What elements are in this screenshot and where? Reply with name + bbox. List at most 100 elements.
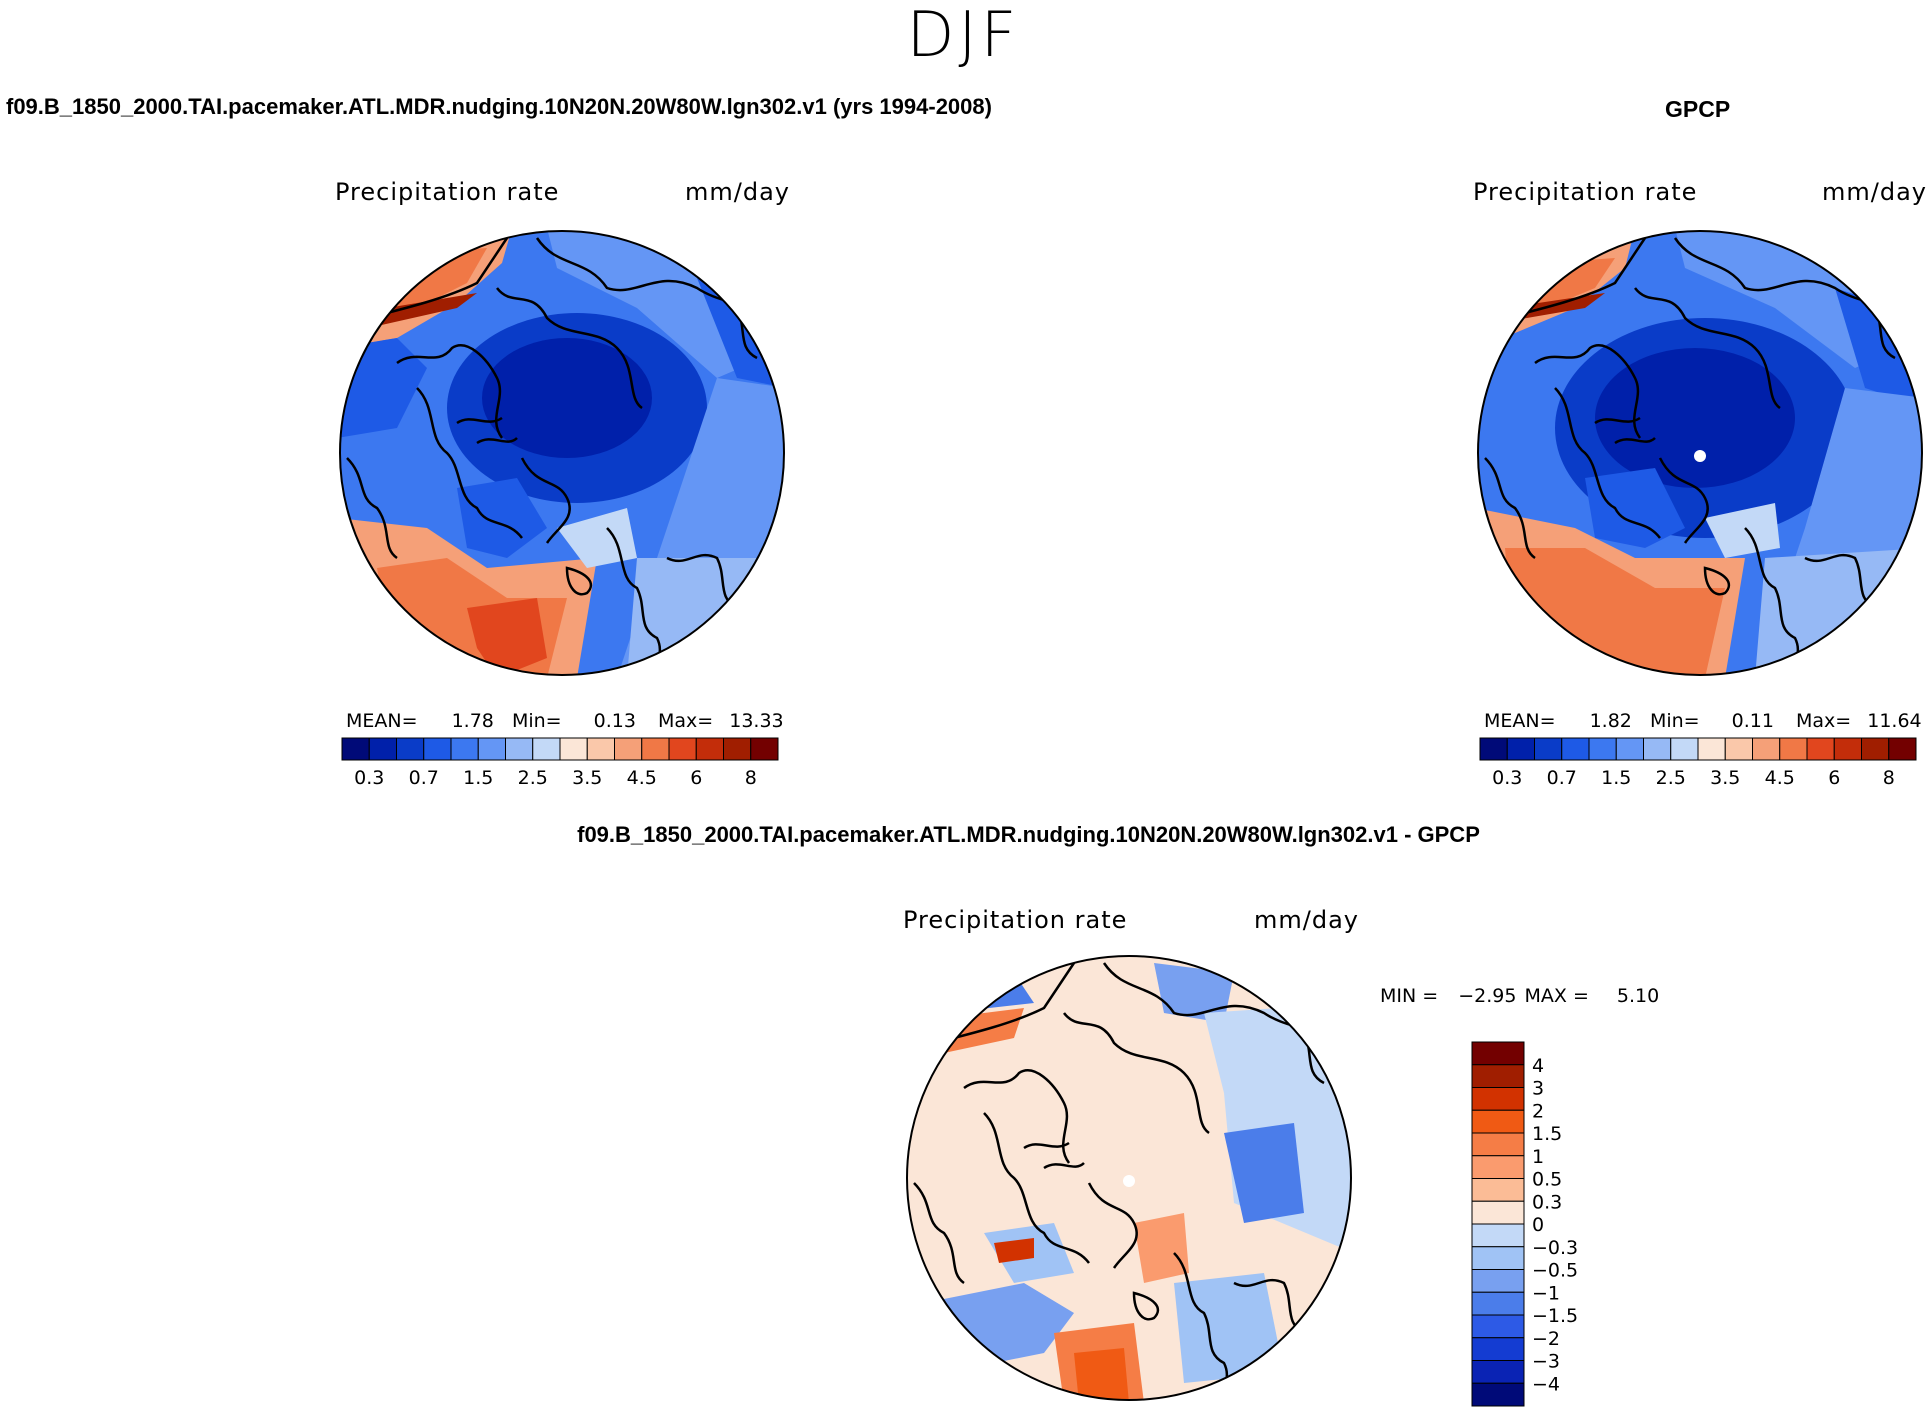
colorbar-tick-label: 0.7 [1547,767,1577,789]
colorbar-swatch [1471,1064,1525,1088]
colorbar-swatch [723,737,752,761]
iceland-light [557,508,637,568]
max-label: MAX = [1524,985,1589,1007]
colorbar-tick-label: 0.7 [409,767,439,789]
colorbar-tick-label: 4.5 [1765,767,1795,789]
colorbar-swatch [1615,737,1644,761]
colorbar-swatch [1471,1269,1525,1293]
season-label: DJF [906,0,1021,71]
model-polar-map [339,230,785,676]
min-value: 0.13 [593,710,636,732]
siberia-negative [1154,963,1234,1023]
model-case-title: f09.B_1850_2000.TAI.pacemaker.ATL.MDR.nu… [6,94,992,119]
obs-variable-label: Precipitation rate [1473,178,1698,206]
atlantic-max-region [467,598,547,675]
max-value: 5.10 [1616,985,1660,1007]
colorbar-swatch [695,737,724,761]
colorbar-swatch [341,737,370,761]
colorbar-tick-label: 1.5 [1601,767,1631,789]
arctic-driest [1595,348,1795,488]
colorbar-tick-label: 1 [1532,1146,1544,1168]
colorbar-swatch [1833,737,1862,761]
colorbar-swatch [1471,1155,1525,1179]
colorbar-swatch [1471,1314,1525,1339]
colorbar-tick-label: 6 [1828,767,1840,789]
model-variable-label: Precipitation rate [335,178,560,206]
max-label: Max= [1795,710,1852,732]
europe-negative [1174,1273,1284,1383]
obs-polar-map [1477,230,1923,676]
colorbar-swatch [1506,737,1535,761]
mean-label: MEAN= [1484,710,1556,732]
colorbar-swatch [1479,737,1508,761]
obs-units-label: mm/day [1822,178,1927,206]
colorbar-swatch [1561,737,1590,761]
colorbar-swatch [1888,737,1917,761]
colorbar-tick-label: 4 [1532,1055,1544,1077]
colorbar-swatch [1471,1291,1525,1316]
colorbar-swatch [505,737,534,761]
diff-case-title: f09.B_1850_2000.TAI.pacemaker.ATL.MDR.nu… [577,822,1480,847]
pole-marker [1694,450,1706,462]
colorbar-tick-label: 0.3 [354,767,384,789]
colorbar-tick-label: −0.3 [1532,1237,1578,1259]
colorbar-tick-label: 8 [1883,767,1895,789]
colorbar-swatch [1471,1360,1525,1384]
diff-polar-map [906,955,1352,1401]
colorbar-tick-label: 3.5 [1710,767,1740,789]
colorbar-swatch [450,737,479,761]
colorbar-tick-label: 1.5 [1532,1123,1562,1145]
min-label: Min= [1649,710,1700,732]
colorbar-swatch [614,737,643,761]
colorbar-tick-label: 0.3 [1532,1191,1562,1213]
diff-variable-label: Precipitation rate [903,906,1128,934]
model-colorbar: 0.3 0.7 1.5 2.5 3.5 4.5 6 8 [341,737,779,789]
max-value: 13.33 [729,710,784,732]
colorbar-tick-label: −3 [1532,1351,1560,1373]
colorbar-tick-label: 0 [1532,1214,1544,1236]
colorbar-swatch [1471,1109,1525,1134]
colorbar-swatch [1471,1200,1525,1225]
colorbar-tick-label: 0.5 [1532,1169,1562,1191]
iceland-light [1705,503,1780,558]
colorbar-swatch [1724,737,1753,761]
colorbar-swatch [1779,737,1808,761]
colorbar-swatch [1471,1178,1525,1202]
colorbar-tick-label: 3.5 [572,767,602,789]
map-frame [906,955,1352,1401]
arctic-driest [482,338,652,458]
atlantic-positive-core [1074,1348,1129,1400]
greenland-positive [1134,1213,1189,1283]
greenland-region [1585,468,1685,548]
colorbar-tick-label: 3 [1532,1078,1544,1100]
colorbar-swatch [368,737,397,761]
colorbar-tick-label: −0.5 [1532,1260,1578,1282]
colorbar-swatch [477,737,506,761]
europe-light [627,558,784,675]
eurasia-negative-core [1224,1123,1304,1223]
colorbar-swatch [1861,737,1890,761]
colorbar-tick-label: −4 [1532,1373,1560,1395]
colorbar-swatch [423,737,452,761]
min-label: MIN = [1380,985,1439,1007]
colorbar-swatch [1697,737,1726,761]
colorbar-tick-label: 2.5 [1656,767,1686,789]
colorbar-swatch [668,737,697,761]
colorbar-tick-label: 4.5 [627,767,657,789]
colorbar-swatch [559,737,588,761]
min-value: −2.95 [1458,985,1517,1007]
colorbar-swatch [750,737,779,761]
obs-stats: MEAN= 1.82 Min= 0.11 Max= 11.64 [1484,710,1922,732]
west-canada-region [340,428,417,528]
colorbar-swatch [1752,737,1781,761]
colorbar-swatch [1471,1337,1525,1361]
colorbar-swatch [1471,1223,1525,1248]
colorbar-swatch [1471,1246,1525,1270]
min-label: Min= [511,710,562,732]
map-frame [1477,230,1923,676]
max-label: Max= [657,710,714,732]
colorbar-tick-label: 6 [690,767,702,789]
obs-colorbar: 0.3 0.7 1.5 2.5 3.5 4.5 6 8 [1479,737,1917,789]
colorbar-tick-label: −1 [1532,1282,1560,1304]
